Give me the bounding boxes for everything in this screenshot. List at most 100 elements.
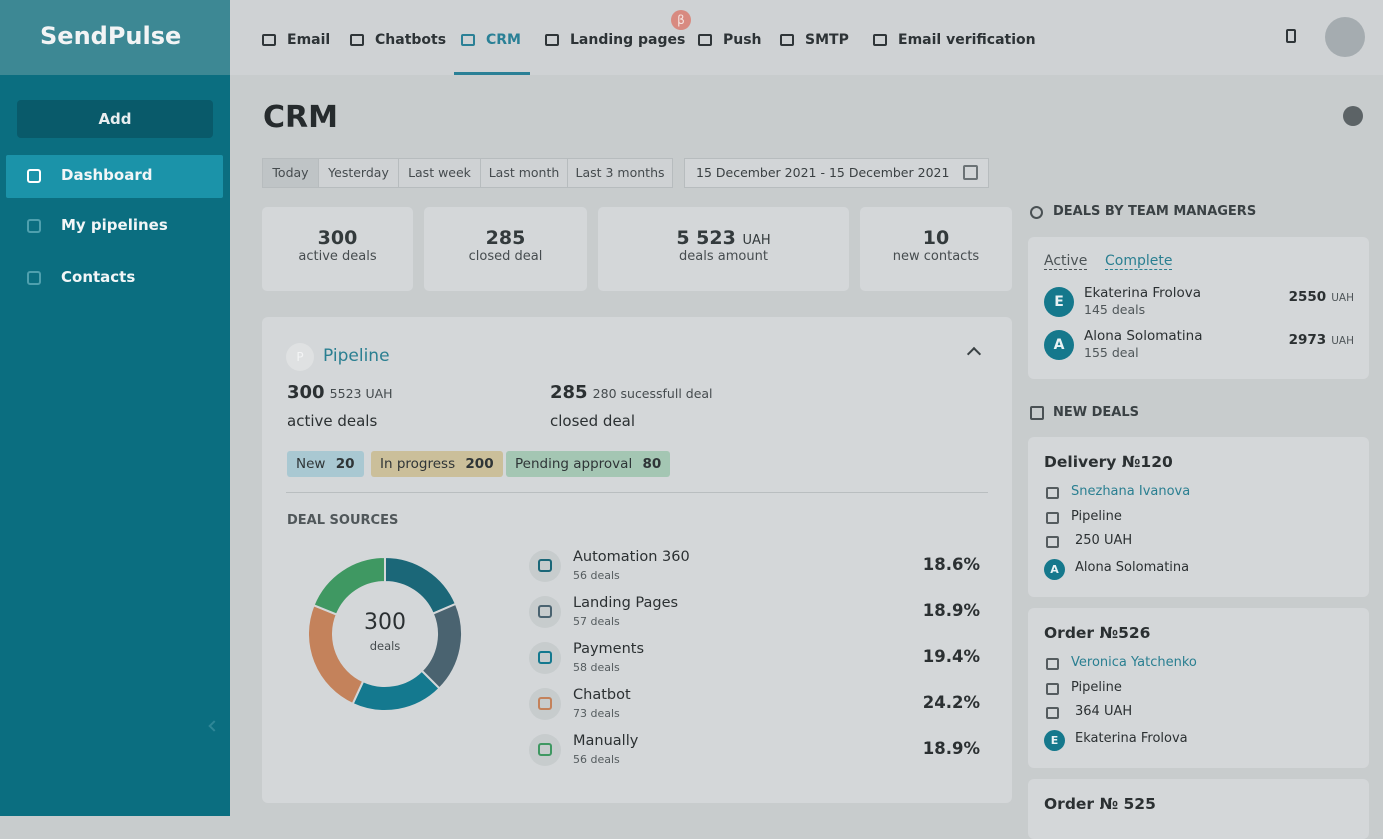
brand: SendPulse bbox=[40, 22, 182, 50]
row-icon bbox=[1046, 707, 1059, 719]
stage-tag[interactable]: In progress 200 bbox=[371, 451, 503, 477]
deal-contact[interactable]: Snezhana Ivanova bbox=[1071, 484, 1191, 499]
manager-avatar: E bbox=[1044, 287, 1074, 317]
source-percent: 18.9% bbox=[922, 601, 980, 620]
row-icon bbox=[1046, 487, 1059, 499]
header-bar bbox=[230, 0, 1383, 75]
manager-deals: 155 deal bbox=[1084, 345, 1139, 360]
stage-tag[interactable]: New 20 bbox=[287, 451, 364, 477]
summary-detail: 280 sucessfull deal bbox=[592, 386, 713, 401]
source-icon-bg bbox=[529, 596, 561, 628]
add-button[interactable]: Add bbox=[17, 100, 213, 138]
stat-unit: UAH bbox=[742, 233, 771, 248]
sidebar-icon bbox=[27, 271, 41, 285]
manager-deals: 145 deals bbox=[1084, 302, 1146, 317]
source-name: Chatbot bbox=[573, 687, 631, 703]
source-name: Payments bbox=[573, 641, 645, 657]
icon bbox=[873, 34, 887, 46]
stat-number: 285 bbox=[485, 227, 526, 249]
stage-name: Pending approval bbox=[515, 456, 633, 472]
icon bbox=[262, 34, 276, 46]
source-name: Automation 360 bbox=[573, 549, 690, 565]
stat-label: closed deal bbox=[468, 249, 543, 264]
stage-count: 20 bbox=[335, 456, 355, 472]
source-deals: 56 deals bbox=[573, 753, 620, 766]
sidebar-icon bbox=[27, 169, 41, 183]
summary-label: closed deal bbox=[550, 412, 636, 430]
stage-tag[interactable]: Pending approval 80 bbox=[506, 451, 671, 477]
donut-chart bbox=[307, 555, 463, 712]
section-icon bbox=[1030, 206, 1043, 219]
stat-value: 285 bbox=[424, 227, 587, 249]
nav-item[interactable]: Landing pages bbox=[570, 32, 686, 48]
icon bbox=[545, 34, 559, 46]
stage-name: New bbox=[296, 456, 326, 472]
stat-card: 285 closed deal bbox=[424, 207, 587, 291]
sidebar-item[interactable]: Dashboard bbox=[61, 166, 153, 184]
source-percent: 19.4% bbox=[922, 647, 980, 666]
source-icon bbox=[538, 743, 552, 756]
stat-number: 5 523 bbox=[676, 227, 736, 249]
nav-item[interactable]: CRM bbox=[486, 32, 521, 48]
date-range[interactable]: 15 December 2021 - 15 December 2021 bbox=[684, 158, 989, 188]
stat-value: 10 bbox=[860, 227, 1012, 249]
source-icon bbox=[538, 605, 552, 618]
source-icon bbox=[538, 559, 552, 572]
stat-value: 5 523 UAH bbox=[598, 227, 849, 249]
deal-amount: 250 UAH bbox=[1075, 533, 1133, 548]
period-button[interactable]: Last 3 months bbox=[567, 158, 673, 188]
tab[interactable]: Complete bbox=[1105, 253, 1173, 270]
beta-badge: β bbox=[671, 10, 691, 30]
period-button[interactable]: Yesterday bbox=[318, 158, 399, 188]
deal-title: Order № 525 bbox=[1044, 795, 1156, 813]
phone-icon[interactable] bbox=[1286, 29, 1296, 43]
row-icon bbox=[1046, 512, 1059, 524]
stat-card: 10 new contacts bbox=[860, 207, 1012, 291]
info-icon[interactable] bbox=[1343, 106, 1363, 126]
deal-card[interactable] bbox=[1028, 437, 1369, 597]
nav-item[interactable]: Email verification bbox=[898, 32, 1036, 48]
period-button[interactable]: Last month bbox=[480, 158, 568, 188]
deal-contact[interactable]: Veronica Yatchenko bbox=[1071, 655, 1197, 670]
icon bbox=[698, 34, 712, 46]
manager-avatar: A bbox=[1044, 330, 1074, 360]
deal-manager: Alona Solomatina bbox=[1075, 560, 1190, 575]
amount-value: 2550 bbox=[1288, 289, 1327, 305]
sidebar-item[interactable]: Contacts bbox=[61, 268, 136, 286]
period-button[interactable]: Today bbox=[262, 158, 319, 188]
row-icon bbox=[1046, 536, 1059, 548]
nav-item[interactable]: SMTP bbox=[805, 32, 849, 48]
period-button[interactable]: Last week bbox=[398, 158, 481, 188]
source-deals: 73 deals bbox=[573, 707, 620, 720]
sidebar-icon bbox=[27, 219, 41, 233]
section-title: NEW DEALS bbox=[1053, 405, 1140, 420]
donut-segment bbox=[351, 669, 441, 712]
managers-card bbox=[1028, 237, 1369, 379]
row-icon bbox=[1046, 683, 1059, 695]
sidebar-item[interactable]: My pipelines bbox=[61, 216, 168, 234]
section-title: DEAL SOURCES bbox=[287, 513, 399, 528]
stage-count: 80 bbox=[642, 456, 662, 472]
source-icon bbox=[538, 651, 552, 664]
tab[interactable]: Active bbox=[1044, 253, 1088, 270]
source-percent: 24.2% bbox=[922, 693, 980, 712]
deal-amount: 364 UAH bbox=[1075, 704, 1133, 719]
source-icon-bg bbox=[529, 550, 561, 582]
page-title: CRM bbox=[263, 100, 338, 135]
nav-item[interactable]: Chatbots bbox=[375, 32, 447, 48]
manager-avatar: A bbox=[1044, 559, 1065, 580]
source-name: Manually bbox=[573, 733, 639, 749]
source-icon-bg bbox=[529, 734, 561, 766]
manager-amount: 2550 UAH bbox=[1234, 286, 1354, 305]
deal-title: Order №526 bbox=[1044, 624, 1151, 642]
donut-segment bbox=[384, 555, 458, 615]
nav-item[interactable]: Email bbox=[287, 32, 331, 48]
deal-card[interactable] bbox=[1028, 608, 1369, 768]
source-icon-bg bbox=[529, 688, 561, 720]
source-icon-bg bbox=[529, 642, 561, 674]
pipeline-name[interactable]: Pipeline bbox=[323, 346, 390, 366]
pipeline-summary: 300 5523 UAH bbox=[287, 382, 393, 403]
user-avatar[interactable] bbox=[1325, 17, 1365, 57]
nav-item[interactable]: Push bbox=[723, 32, 762, 48]
manager-avatar: E bbox=[1044, 730, 1065, 751]
